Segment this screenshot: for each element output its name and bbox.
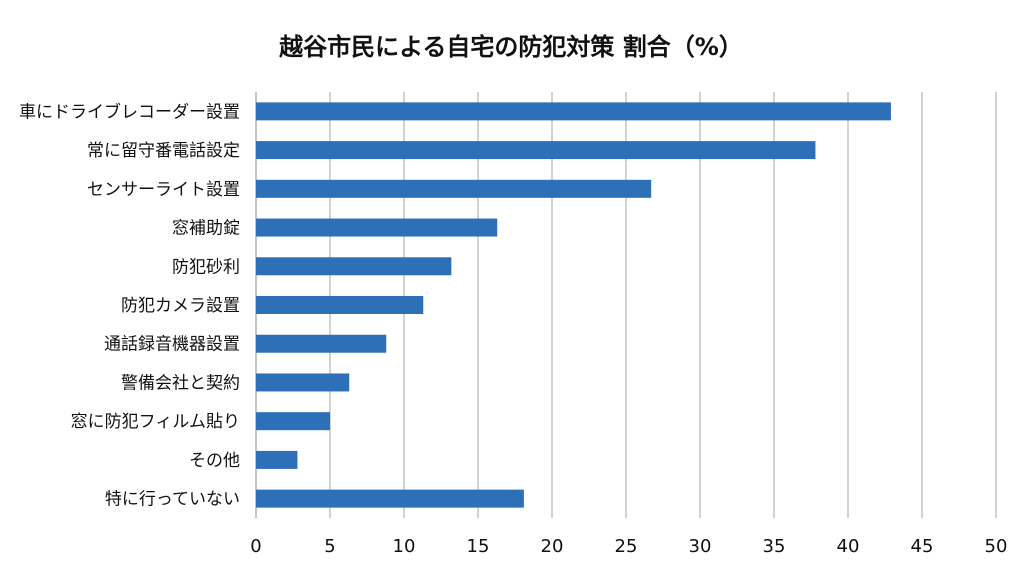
x-tick-label: 15: [467, 536, 490, 557]
category-label: 通話録音機器設置: [104, 335, 240, 355]
chart-title: 越谷市民による自宅の防犯対策 割合（%）: [279, 33, 743, 61]
x-tick-label: 40: [837, 536, 860, 557]
bar-6: [256, 296, 424, 314]
bar-4: [256, 218, 498, 237]
x-tick-label: 20: [541, 536, 564, 557]
bar-7: [256, 334, 387, 353]
bars: [256, 102, 891, 508]
x-tick-label: 25: [615, 536, 638, 557]
grid-lines: [255, 92, 997, 518]
bar-8: [256, 373, 350, 392]
x-tick-label: 45: [911, 536, 934, 557]
bar-3: [256, 179, 652, 198]
category-labels: 車にドライブレコーダー設置常に留守番電話設定センサーライト設置窓補助錠防犯砂利防…: [19, 101, 240, 509]
category-label: その他: [189, 451, 240, 471]
bar-11: [256, 489, 524, 508]
x-axis-tick-labels: 0 5 10 15 20 25 30 35 40 45 50: [250, 536, 1007, 557]
bar-1: [256, 102, 891, 121]
category-label: 窓に防犯フィルム貼り: [71, 412, 240, 432]
category-label: 防犯カメラ設置: [121, 296, 240, 316]
x-tick-label: 50: [985, 536, 1008, 557]
bar-10: [256, 450, 298, 469]
category-label: 常に留守番電話設定: [87, 141, 240, 161]
category-label: センサーライト設置: [87, 180, 240, 200]
category-label: 車にドライブレコーダー設置: [19, 101, 240, 122]
x-tick-label: 5: [324, 536, 335, 557]
bar-9: [256, 412, 330, 431]
bar-2: [256, 141, 816, 160]
x-tick-label: 0: [250, 536, 261, 557]
x-tick-label: 30: [689, 536, 712, 557]
category-label: 警備会社と契約: [121, 373, 240, 393]
category-label: 防犯砂利: [172, 257, 240, 277]
x-tick-label: 35: [763, 536, 786, 557]
x-tick-label: 10: [393, 536, 416, 557]
category-label: 窓補助錠: [172, 219, 240, 239]
bar-5: [256, 257, 452, 276]
category-label: 特に行っていない: [105, 490, 240, 510]
